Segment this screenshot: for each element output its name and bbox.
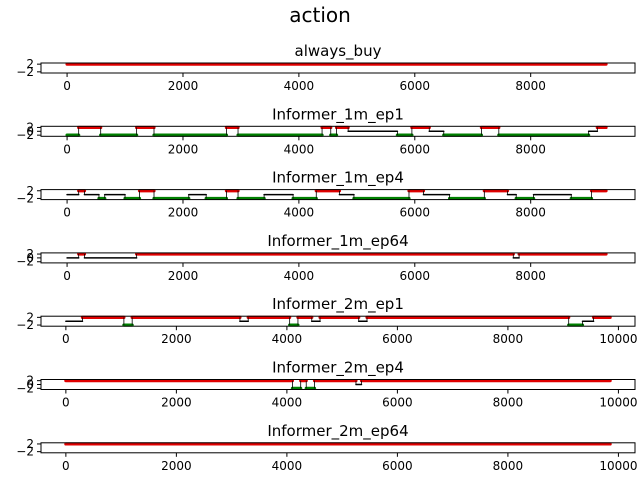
y-tick-label: 2 bbox=[26, 374, 34, 388]
x-tick-label: 2000 bbox=[168, 142, 199, 156]
panel-title: Informer_2m_ep1 bbox=[272, 295, 404, 314]
y-tick-label: 2 bbox=[26, 57, 34, 71]
x-tick-label: 2000 bbox=[168, 206, 199, 220]
x-tick-label: 4000 bbox=[284, 269, 315, 283]
x-tick-label: 8000 bbox=[515, 269, 546, 283]
y-tick-label: 2 bbox=[26, 120, 34, 134]
x-tick-label: 6000 bbox=[400, 206, 431, 220]
x-tick-label: 8000 bbox=[515, 206, 546, 220]
x-tick-label: 2000 bbox=[161, 396, 192, 410]
x-tick-label: 6000 bbox=[400, 269, 431, 283]
panel-6: Informer_2m_ep64 0 2000 4000 6000 8000 10000 −2… bbox=[16, 422, 637, 473]
x-tick-label: 6000 bbox=[382, 459, 413, 473]
axes-frame bbox=[40, 62, 636, 74]
x-tick-label: 0 bbox=[63, 269, 71, 283]
x-tick-label: 8000 bbox=[493, 332, 524, 346]
panel-title: Informer_2m_ep4 bbox=[272, 359, 404, 378]
figure-title: action bbox=[289, 3, 351, 27]
panel-title: Informer_2m_ep64 bbox=[267, 422, 408, 441]
y-tick-label: 0 bbox=[26, 124, 34, 138]
y-tick-label: −2 bbox=[16, 191, 34, 205]
x-tick-label: 6000 bbox=[382, 396, 413, 410]
x-tick-label: 2000 bbox=[168, 79, 199, 93]
y-tick-label: −2 bbox=[16, 128, 34, 142]
x-tick-label: 2000 bbox=[161, 459, 192, 473]
x-tick-label: 2000 bbox=[161, 332, 192, 346]
x-tick-label: 6000 bbox=[382, 332, 413, 346]
panel-title: Informer_1m_ep1 bbox=[272, 105, 404, 124]
y-tick-label: 2 bbox=[26, 437, 34, 451]
x-tick-label: 0 bbox=[62, 459, 70, 473]
x-tick-label: 8000 bbox=[515, 142, 546, 156]
x-tick-label: 10000 bbox=[599, 396, 637, 410]
x-tick-label: 6000 bbox=[400, 142, 431, 156]
panel-0: always_buy 0 2000 4000 6000 8000 −22 bbox=[16, 42, 636, 93]
panel-2: Informer_1m_ep4 0 2000 4000 6000 8000 −22 bbox=[16, 169, 636, 220]
x-tick-label: 4000 bbox=[272, 396, 303, 410]
panel-4: Informer_2m_ep1 0 2000 4000 6000 8000 10000 −22 bbox=[16, 295, 637, 346]
y-tick-label: −2 bbox=[16, 381, 34, 395]
x-tick-label: 6000 bbox=[400, 79, 431, 93]
y-tick-label: 0 bbox=[26, 251, 34, 265]
x-tick-label: 0 bbox=[62, 396, 70, 410]
x-tick-label: 8000 bbox=[493, 459, 524, 473]
panel-title: always_buy bbox=[295, 42, 382, 61]
x-tick-label: 8000 bbox=[515, 79, 546, 93]
x-tick-label: 0 bbox=[63, 79, 71, 93]
x-tick-label: 4000 bbox=[284, 142, 315, 156]
y-tick-label: −2 bbox=[16, 318, 34, 332]
panel-title: Informer_1m_ep4 bbox=[272, 169, 404, 188]
x-tick-label: 0 bbox=[62, 332, 70, 346]
x-tick-label: 0 bbox=[63, 142, 71, 156]
x-tick-label: 4000 bbox=[272, 459, 303, 473]
x-tick-label: 10000 bbox=[599, 332, 637, 346]
y-tick-label: 2 bbox=[26, 310, 34, 324]
x-tick-label: 8000 bbox=[493, 396, 524, 410]
axes-frame bbox=[40, 442, 636, 454]
y-tick-label: 2 bbox=[26, 184, 34, 198]
x-tick-label: 4000 bbox=[284, 79, 315, 93]
x-tick-label: 10000 bbox=[599, 459, 637, 473]
y-tick-label: −2 bbox=[16, 255, 34, 269]
panel-title: Informer_1m_ep64 bbox=[267, 232, 408, 251]
x-tick-label: 0 bbox=[63, 206, 71, 220]
y-tick-label: 0 bbox=[26, 378, 34, 392]
x-tick-label: 2000 bbox=[168, 269, 199, 283]
y-tick-label: 2 bbox=[26, 247, 34, 261]
y-tick-label: −2 bbox=[16, 65, 34, 79]
x-tick-label: 4000 bbox=[272, 332, 303, 346]
x-tick-label: 4000 bbox=[284, 206, 315, 220]
y-tick-label: −2 bbox=[16, 445, 34, 459]
axes-frame bbox=[40, 315, 636, 327]
axes-frame bbox=[40, 189, 636, 201]
